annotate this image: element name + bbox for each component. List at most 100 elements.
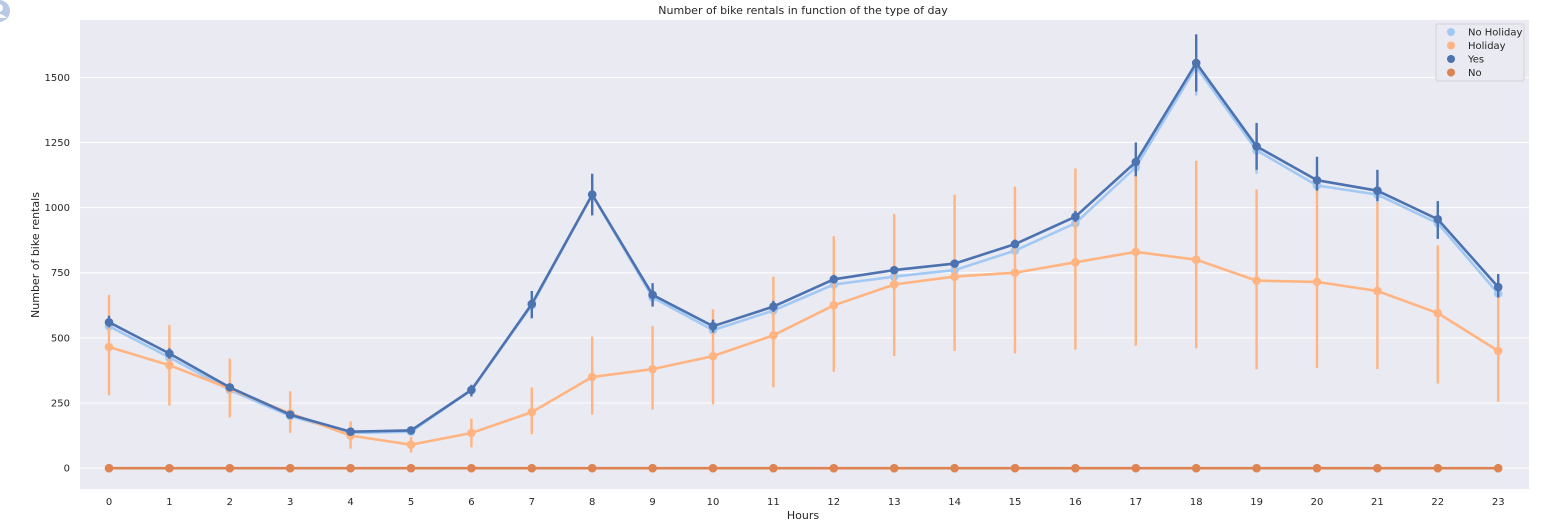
- series-line: [108, 61, 1500, 434]
- x-tick-label: 10: [707, 497, 720, 508]
- data-point: [829, 274, 839, 284]
- data-point: [1312, 175, 1322, 185]
- x-tick-label: 21: [1371, 497, 1384, 508]
- legend-marker: [1447, 68, 1455, 77]
- legend: No Holiday Holiday Yes No: [1435, 23, 1525, 82]
- data-point: [587, 463, 597, 473]
- data-point: [467, 428, 476, 438]
- y-tick-label: 1000: [45, 203, 70, 214]
- data-point: [708, 351, 718, 361]
- series-layer: [104, 34, 1503, 473]
- data-point: [889, 265, 899, 275]
- x-axis-label: Hours: [787, 509, 819, 522]
- data-point: [467, 463, 476, 473]
- legend-marker: [1447, 55, 1455, 63]
- data-point: [950, 259, 959, 268]
- data-point: [769, 330, 778, 340]
- data-point: [950, 463, 959, 473]
- legend-box: [1435, 23, 1525, 82]
- x-tick-label: 4: [347, 497, 353, 508]
- data-point: [587, 190, 597, 199]
- data-point: [1191, 255, 1201, 265]
- data-point: [527, 407, 537, 417]
- data-point: [1373, 463, 1382, 473]
- data-point: [708, 321, 718, 331]
- legend-label: Yes: [1467, 55, 1484, 66]
- series-no: [104, 463, 1503, 473]
- data-point: [1131, 157, 1141, 167]
- data-point: [1433, 215, 1443, 224]
- y-tick-label: 1250: [45, 138, 70, 149]
- y-axis-label: Number of bike rentals: [29, 192, 42, 318]
- legend-marker: [1447, 41, 1455, 50]
- data-point: [708, 463, 718, 473]
- legend-label: No: [1468, 68, 1482, 79]
- y-tick-label: 0: [64, 464, 70, 475]
- data-point: [406, 440, 416, 450]
- data-point: [285, 463, 295, 473]
- legend-label: No Holiday: [1468, 28, 1522, 39]
- y-tick-label: 1500: [45, 73, 70, 84]
- data-point: [104, 317, 114, 327]
- data-point: [1493, 346, 1503, 356]
- data-point: [1493, 463, 1503, 473]
- data-point: [225, 463, 235, 473]
- plot-background: [80, 20, 1529, 489]
- data-point: [648, 364, 657, 374]
- data-point: [889, 463, 899, 473]
- x-tick-label: 2: [227, 497, 233, 508]
- legend-label: Holiday: [1468, 41, 1506, 52]
- x-tick-label: 9: [649, 497, 655, 508]
- data-point: [1010, 268, 1020, 278]
- data-point: [346, 463, 355, 473]
- y-axis-ticks: 0 250 500 750 1000 1250 1500: [45, 73, 70, 475]
- data-point: [225, 383, 235, 392]
- data-point: [1191, 463, 1201, 473]
- data-point: [950, 272, 959, 281]
- data-point: [769, 302, 778, 311]
- data-point: [587, 372, 597, 382]
- x-tick-label: 15: [1009, 497, 1022, 508]
- data-point: [1312, 277, 1322, 287]
- x-tick-label: 22: [1431, 497, 1444, 508]
- x-tick-label: 7: [529, 497, 535, 508]
- user-avatar-icon: [0, 0, 10, 22]
- x-tick-label: 6: [468, 497, 474, 508]
- x-tick-label: 1: [166, 497, 172, 508]
- data-point: [104, 342, 114, 352]
- x-tick-label: 0: [106, 497, 112, 508]
- data-point: [829, 301, 839, 310]
- data-point: [1252, 276, 1261, 285]
- x-tick-label: 23: [1492, 497, 1505, 508]
- data-point: [1312, 463, 1322, 473]
- x-tick-label: 13: [888, 497, 901, 508]
- x-tick-label: 16: [1069, 497, 1082, 508]
- data-point: [1010, 463, 1020, 473]
- x-tick-label: 14: [948, 497, 961, 508]
- data-point: [889, 280, 899, 289]
- y-tick-label: 250: [51, 399, 70, 410]
- series-holiday: [104, 158, 1503, 453]
- data-point: [648, 290, 657, 300]
- data-point: [1010, 239, 1020, 249]
- series-line: [108, 250, 1499, 447]
- data-point: [1131, 247, 1141, 257]
- x-tick-label: 5: [408, 497, 414, 508]
- data-point: [104, 463, 114, 473]
- data-point: [1071, 258, 1080, 267]
- data-point: [1373, 186, 1382, 195]
- data-point: [1252, 463, 1261, 473]
- y-tick-label: 500: [51, 333, 70, 344]
- data-point: [285, 410, 295, 420]
- x-tick-label: 8: [589, 497, 595, 508]
- data-point: [1131, 463, 1141, 473]
- data-point: [165, 360, 174, 370]
- x-tick-label: 12: [827, 497, 840, 508]
- data-point: [829, 463, 839, 473]
- chart-title: Number of bike rentals in function of th…: [658, 4, 948, 17]
- data-point: [467, 385, 476, 395]
- data-point: [1252, 142, 1261, 151]
- data-point: [165, 349, 174, 358]
- data-point: [527, 299, 537, 309]
